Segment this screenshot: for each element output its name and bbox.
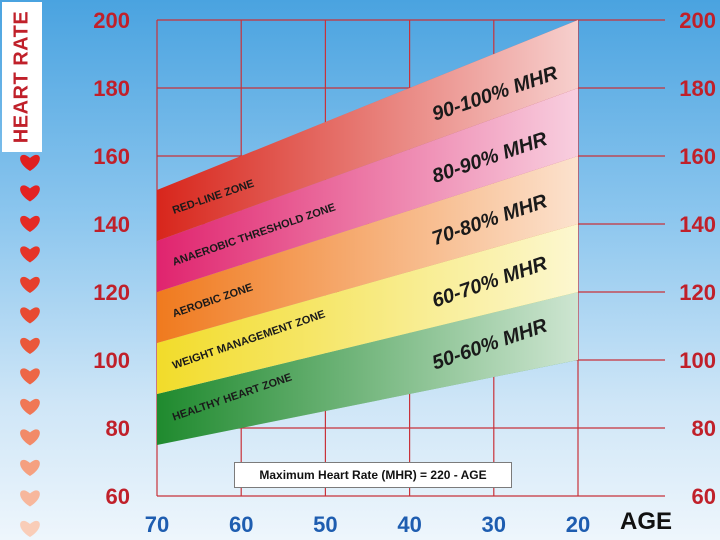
y-tick-left: 100 <box>93 348 130 373</box>
x-axis: 70 60 50 40 30 20 <box>145 512 590 537</box>
y-tick-right: 200 <box>679 8 716 33</box>
y-tick-left: 120 <box>93 280 130 305</box>
y-tick-left: 200 <box>93 8 130 33</box>
y-tick-right: 180 <box>679 76 716 101</box>
x-tick: 60 <box>229 512 253 537</box>
y-tick-right: 140 <box>679 212 716 237</box>
zone-band-shade <box>157 224 578 394</box>
heart-icon <box>20 459 40 476</box>
heart-icon <box>20 276 40 293</box>
heart-icon <box>20 398 40 415</box>
heart-icon <box>20 185 40 202</box>
heart-icon <box>20 307 40 324</box>
x-axis-title: AGE <box>620 508 673 535</box>
heart-icon <box>20 429 40 446</box>
x-tick: 50 <box>313 512 337 537</box>
x-tick: 20 <box>566 512 590 537</box>
zone-bands <box>157 20 578 445</box>
y-axis-title-box: HEART RATE <box>2 2 42 152</box>
y-axis-title: HEART RATE <box>10 10 33 144</box>
y-tick-right: 100 <box>679 348 716 373</box>
heart-icon <box>20 368 40 385</box>
y-tick-left: 60 <box>106 484 130 509</box>
zone-band-shade <box>157 292 578 445</box>
y-axis-right: 60 80 100 120 140 160 180 200 <box>679 8 716 509</box>
y-tick-left: 180 <box>93 76 130 101</box>
y-tick-left: 160 <box>93 144 130 169</box>
zone-band-shade <box>157 20 578 241</box>
y-axis-left: 60 80 100 120 140 160 180 200 <box>93 8 130 509</box>
formula-caption: Maximum Heart Rate (MHR) = 220 - AGE <box>234 462 512 488</box>
y-tick-right: 160 <box>679 144 716 169</box>
zone-band-shade <box>157 88 578 292</box>
heart-icon <box>20 490 40 507</box>
heart-icon <box>20 215 40 232</box>
heart-icon <box>20 246 40 263</box>
x-tick: 30 <box>482 512 506 537</box>
heart-icons <box>20 154 40 537</box>
x-tick: 40 <box>397 512 421 537</box>
heart-icon <box>20 520 40 537</box>
y-tick-left: 80 <box>106 416 130 441</box>
heart-icon <box>20 154 40 171</box>
y-tick-right: 80 <box>692 416 716 441</box>
heart-icon <box>20 337 40 354</box>
y-tick-right: 60 <box>692 484 716 509</box>
y-tick-right: 120 <box>679 280 716 305</box>
x-tick: 70 <box>145 512 169 537</box>
zone-band-shade <box>157 156 578 343</box>
y-tick-left: 140 <box>93 212 130 237</box>
